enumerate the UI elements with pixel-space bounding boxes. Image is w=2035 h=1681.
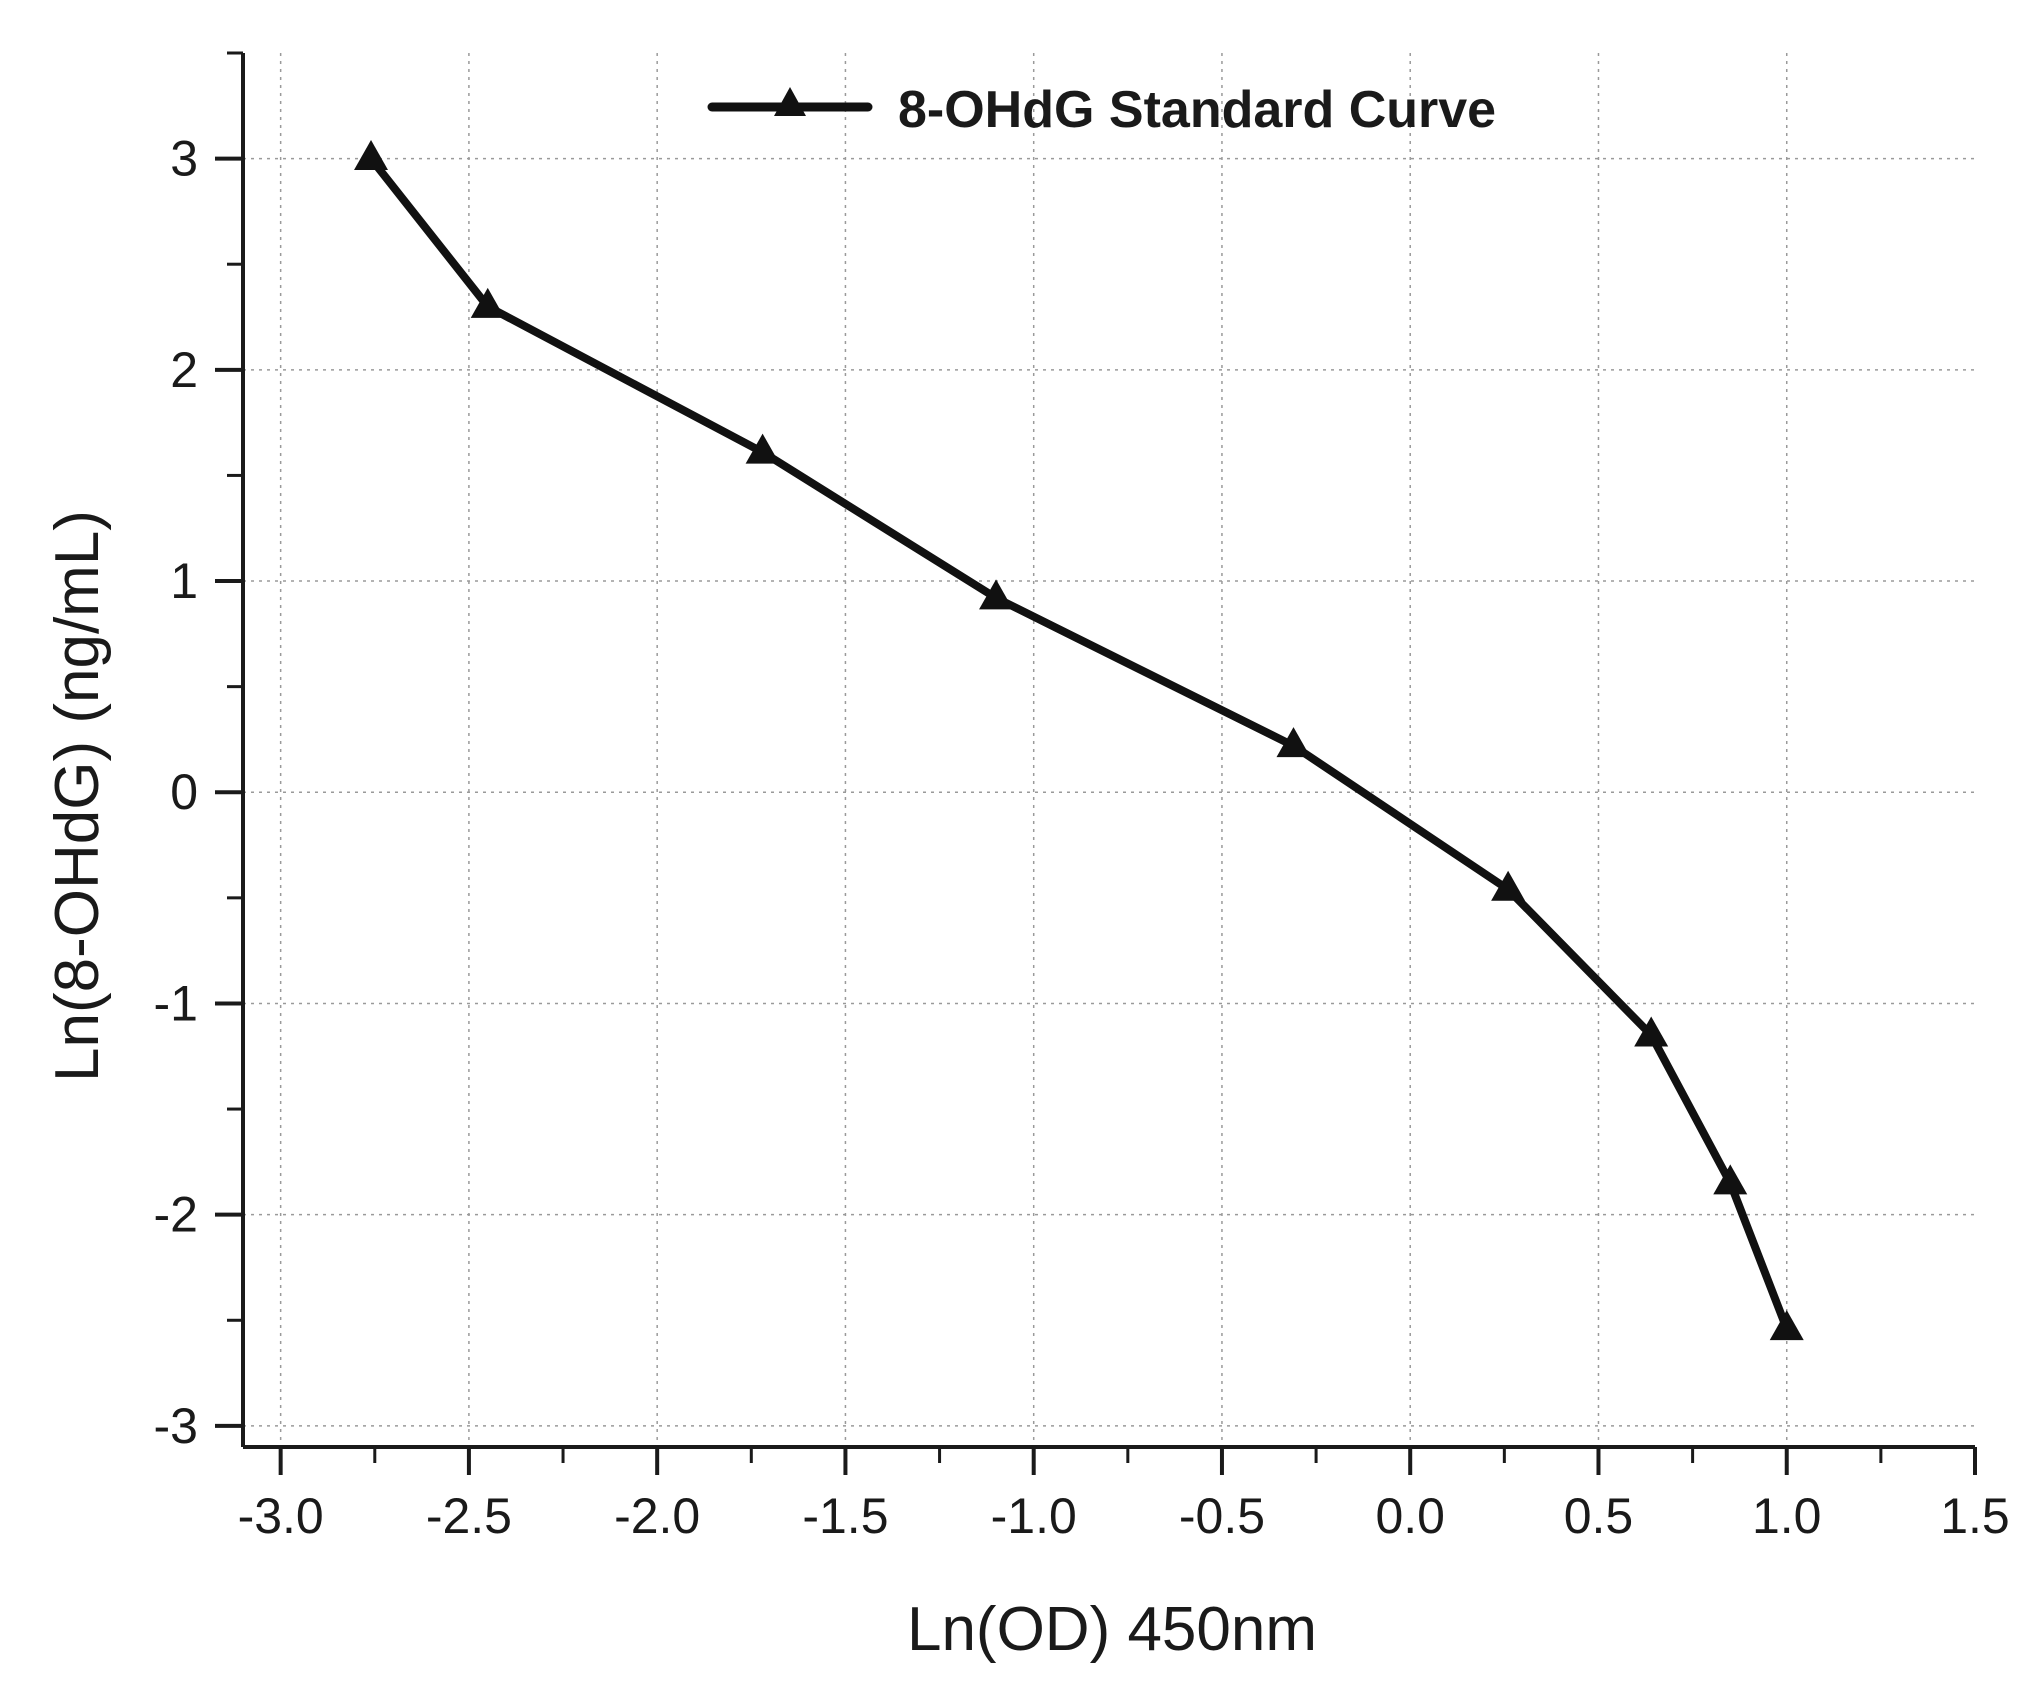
- data-point-triangle: [1769, 1310, 1804, 1341]
- data-point-triangle: [1491, 870, 1526, 901]
- axes: [241, 53, 1975, 1449]
- x-tick-label: 0.5: [1564, 1488, 1634, 1544]
- legend-label: 8-OHdG Standard Curve: [898, 81, 1496, 139]
- y-tick-label: 3: [170, 131, 198, 187]
- grid-lines: [243, 53, 1975, 1447]
- x-tick-label: -0.5: [1179, 1488, 1265, 1544]
- y-tick-label: 0: [170, 764, 198, 820]
- data-point-triangle: [354, 140, 389, 171]
- x-tick-label: 1.5: [1940, 1488, 2010, 1544]
- x-tick-label: -1.5: [802, 1488, 888, 1544]
- series-layer: [354, 140, 1804, 1341]
- x-axis-ticks: -3.0 -2.5 -2.0 -1.5 -1.0 -0.5 0.0 0.5 1.0 1.5: [238, 1447, 2010, 1544]
- data-point-triangle: [1713, 1164, 1748, 1195]
- x-tick-label: -2.0: [614, 1488, 700, 1544]
- data-point-triangle: [470, 287, 505, 318]
- data-point-triangle: [1276, 727, 1311, 758]
- data-point-triangle: [979, 579, 1014, 610]
- x-tick-label: -2.5: [426, 1488, 512, 1544]
- x-tick-label: -1.0: [991, 1488, 1077, 1544]
- x-tick-label: 1.0: [1752, 1488, 1822, 1544]
- y-axis-ticks: -3 -2 -1 0 1 2 3: [154, 51, 243, 1454]
- data-point-triangle: [1634, 1016, 1669, 1047]
- x-tick-label: 0.0: [1375, 1488, 1445, 1544]
- series-line: [367, 154, 1791, 1333]
- y-tick-label: -2: [154, 1187, 198, 1243]
- y-tick-label: -1: [154, 975, 198, 1031]
- legend: 8-OHdG Standard Curve: [707, 81, 1496, 139]
- data-point-triangle: [745, 433, 780, 464]
- legend-triangle-marker: [774, 87, 806, 116]
- y-tick-label: -3: [154, 1398, 198, 1454]
- y-tick-label: 1: [170, 553, 198, 609]
- x-axis-title: Ln(OD) 450nm: [907, 1595, 1317, 1664]
- x-tick-label: -3.0: [238, 1488, 324, 1544]
- y-tick-label: 2: [170, 342, 198, 398]
- y-axis-title: Ln(8-OHdG) (ng/mL): [43, 510, 112, 1082]
